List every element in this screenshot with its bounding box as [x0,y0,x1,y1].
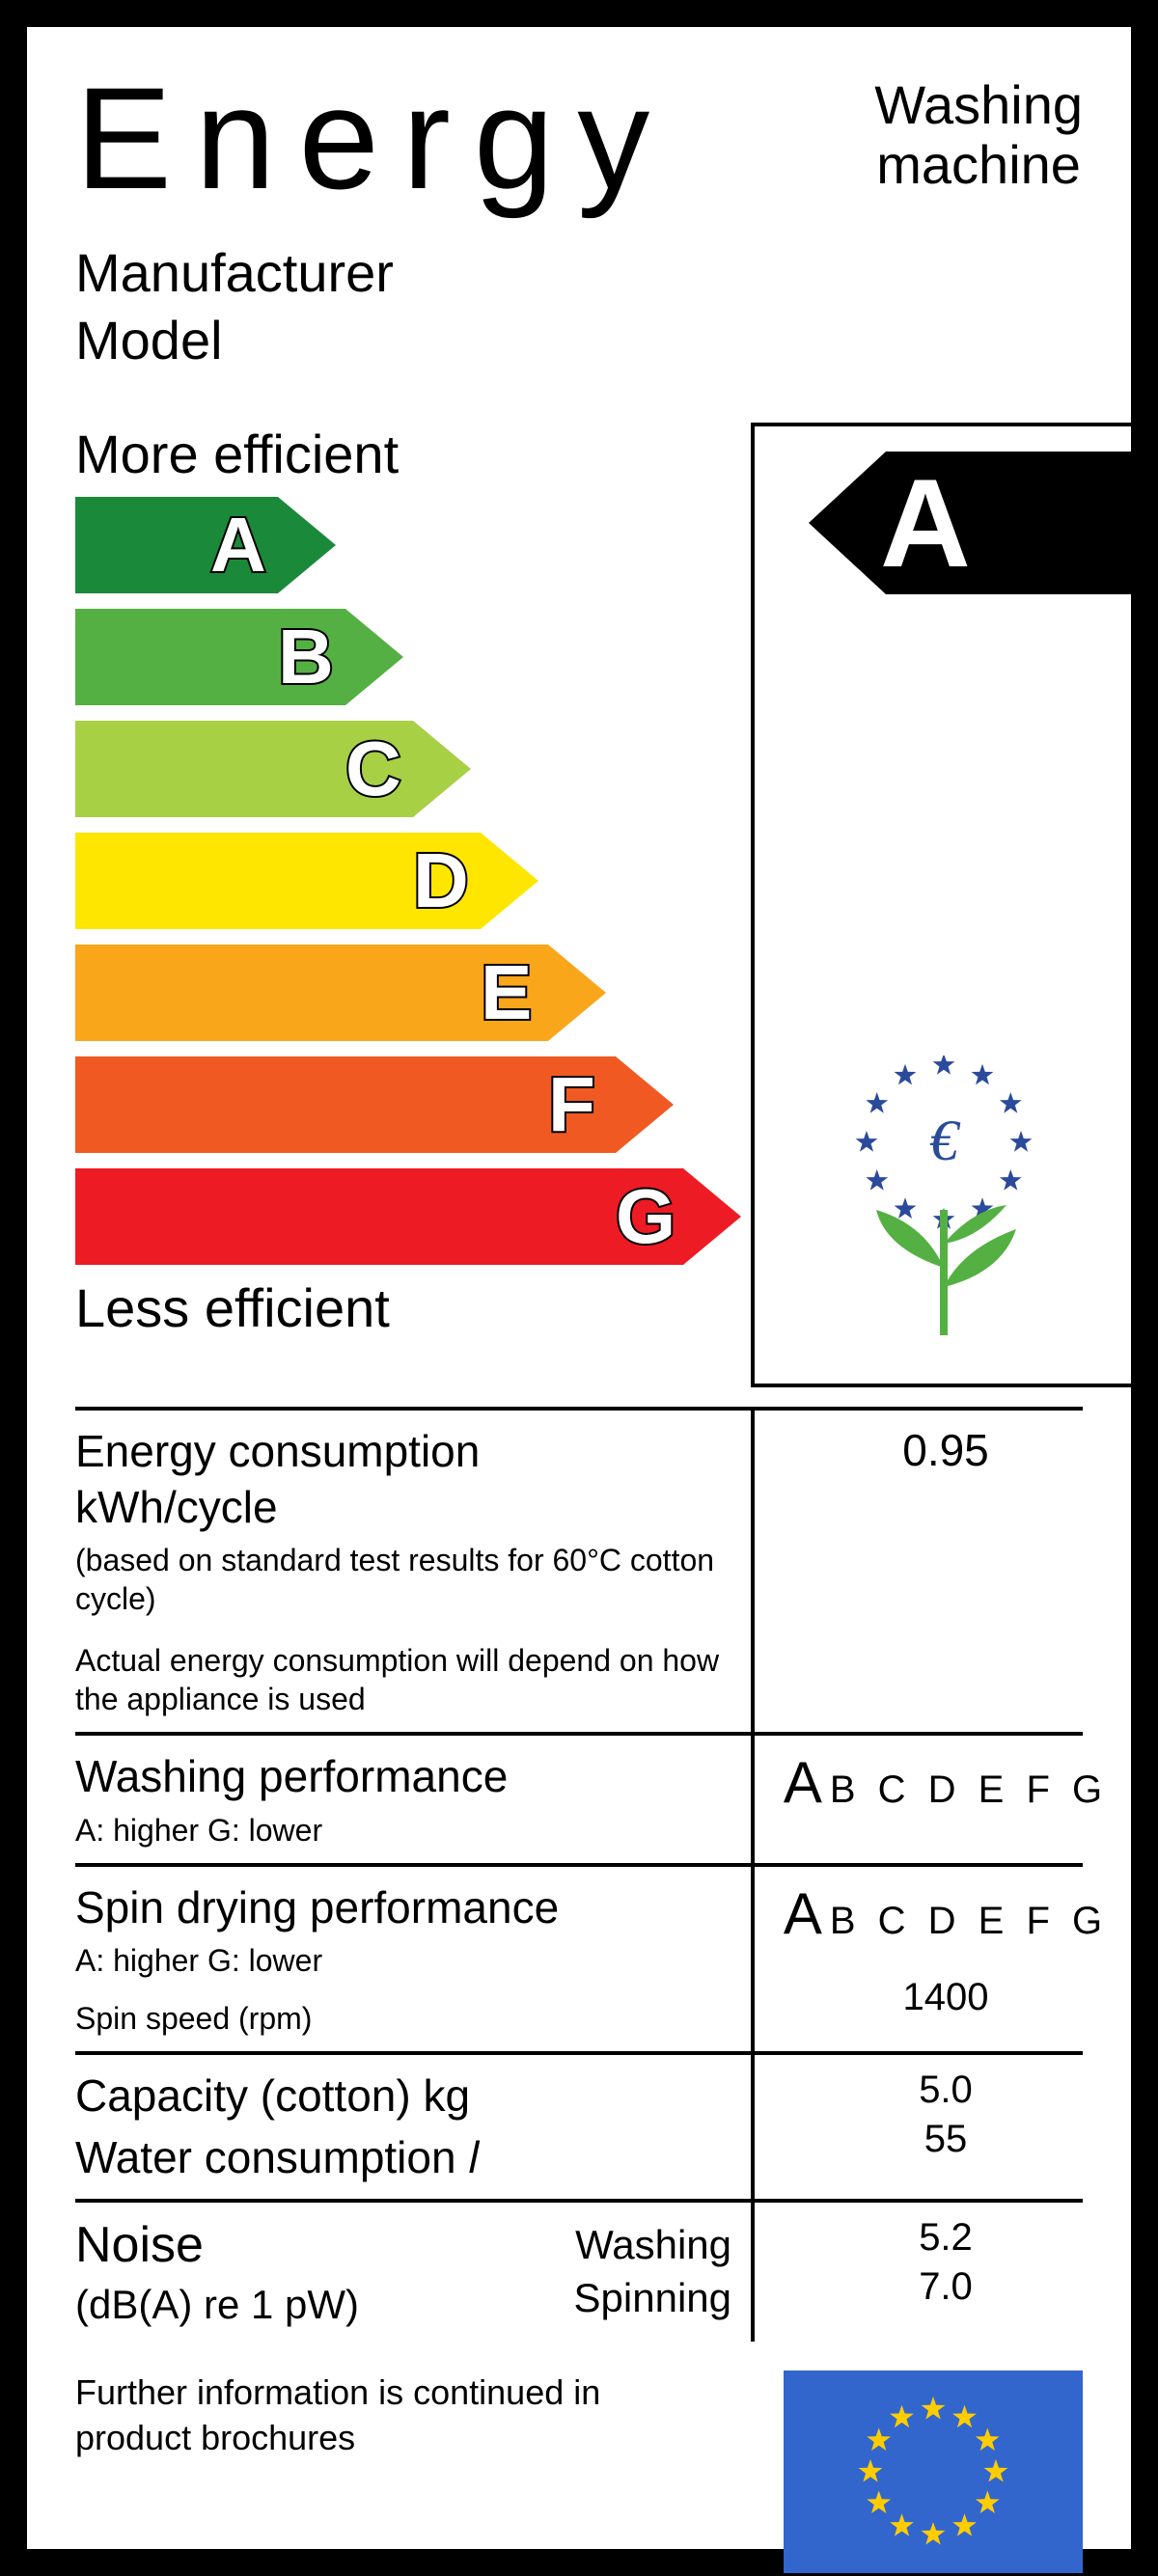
washing-grade: A [784,1749,822,1816]
row-capacity: Capacity (cotton) kg Water consumption 𝑙… [75,2051,1083,2199]
product-type-line2: machine [874,135,1083,195]
spin-grade: A [784,1880,822,1947]
model-label: Model [75,307,673,374]
scale-letter-d: D [413,836,469,925]
rating-arrow-icon [809,452,1137,594]
spin-speed-value: 1400 [764,1976,1127,2019]
scale-letter-g: G [616,1172,676,1261]
water-label: Water consumption 𝑙 [75,2130,731,2186]
efficiency-scale: More efficient ABCDEFG Less efficient [75,423,751,1387]
energy-note1: (based on standard test results for 60°C… [75,1541,731,1618]
row-energy-left: Energy consumption kWh/cycle (based on s… [75,1424,751,1718]
row-spin-left: Spin drying performance A: higher G: low… [75,1880,751,2039]
energy-note2: Actual energy consumption will depend on… [75,1641,731,1718]
mid-section: More efficient ABCDEFG Less efficient A … [75,423,1083,1387]
data-table: Energy consumption kWh/cycle (based on s… [75,1407,1083,2342]
scale-letter-a: A [210,501,266,589]
row-energy-right: 0.95 [751,1411,1137,1732]
noise-washing-value: 5.2 [764,2216,1127,2260]
less-efficient-label: Less efficient [75,1276,751,1339]
row-capacity-left: Capacity (cotton) kg Water consumption 𝑙 [75,2069,751,2185]
scale-letter-e: E [481,948,532,1037]
capacity-label: Capacity (cotton) kg [75,2069,731,2124]
scale-arrow-a: A [75,497,751,593]
scale-letter-b: B [278,613,334,701]
washing-sub: A: higher G: lower [75,1811,731,1850]
rating-box: A € [751,423,1137,1387]
noise-sub: (dB(A) re 1 pW) [75,2282,359,2328]
noise-title: Noise [75,2216,359,2274]
energy-title: Energy [75,66,673,210]
capacity-value: 5.0 [764,2069,1127,2112]
row-noise-right: 5.2 7.0 [751,2203,1137,2342]
spin-title: Spin drying performance [75,1880,731,1936]
row-washing: Washing performance A: higher G: lower A… [75,1732,1083,1863]
row-spin-right: A B C D E F G 1400 [751,1867,1137,2052]
washing-grade-scale: A B C D E F G [764,1749,1127,1816]
noise-spinning-value: 7.0 [764,2265,1127,2309]
spin-sub: A: higher G: lower [75,1941,731,1980]
energy-value: 0.95 [764,1424,1127,1476]
more-efficient-label: More efficient [75,423,751,485]
water-value: 55 [764,2118,1127,2161]
row-noise: Noise (dB(A) re 1 pW) Washing Spinning 5… [75,2199,1083,2342]
row-washing-left: Washing performance A: higher G: lower [75,1749,751,1850]
washing-grade-rest: B C D E F G [830,1768,1108,1812]
ecolabel-flower-icon: € [818,1055,1069,1345]
eu-flag-icon [784,2370,1083,2573]
scale-arrow-g: G [75,1168,751,1265]
footer-text: Further information is continued in prod… [75,2370,654,2461]
rating-letter: A [880,452,971,594]
scale-arrow-b: B [75,609,751,705]
row-noise-left: Noise (dB(A) re 1 pW) Washing Spinning [75,2216,751,2328]
header-left: Energy Manufacturer Model [75,66,673,374]
row-spin: Spin drying performance A: higher G: low… [75,1863,1083,2052]
scale-letter-f: F [548,1060,595,1149]
row-washing-right: A B C D E F G [751,1736,1137,1863]
noise-modes: Washing Spinning [574,2219,731,2324]
spin-grade-scale: A B C D E F G [764,1880,1127,1947]
noise-mode-spinning: Spinning [574,2272,731,2325]
energy-label: Energy Manufacturer Model Washing machin… [0,0,1158,2576]
header: Energy Manufacturer Model Washing machin… [75,66,1083,374]
washing-title: Washing performance [75,1749,731,1805]
row-energy: Energy consumption kWh/cycle (based on s… [75,1407,1083,1732]
product-type-line1: Washing [874,75,1083,135]
scale-letter-c: C [345,725,401,813]
energy-title-label: Energy consumption [75,1424,731,1480]
manufacturer-label: Manufacturer [75,239,673,307]
arrows-stack: ABCDEFG [75,497,751,1265]
svg-text:€: € [929,1109,961,1172]
product-type: Washing machine [874,75,1083,194]
mfr-model: Manufacturer Model [75,239,673,374]
noise-title-block: Noise (dB(A) re 1 pW) [75,2216,359,2328]
spin-grade-rest: B C D E F G [830,1900,1108,1943]
scale-arrow-e: E [75,945,751,1041]
footer: Further information is continued in prod… [75,2370,1083,2573]
energy-unit-label: kWh/cycle [75,1480,731,1536]
noise-mode-washing: Washing [574,2219,731,2272]
scale-arrow-c: C [75,721,751,817]
scale-arrow-d: D [75,833,751,929]
scale-arrow-f: F [75,1056,751,1153]
row-capacity-right: 5.0 55 [751,2055,1137,2199]
spin-speed-label: Spin speed (rpm) [75,1999,731,2038]
